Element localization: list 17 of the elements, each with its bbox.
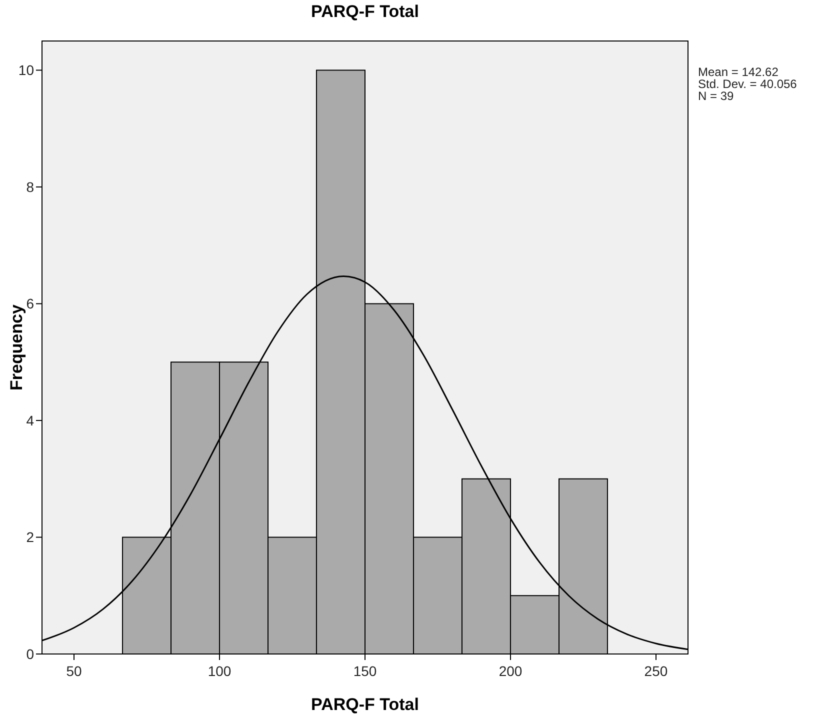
text: N = 39 (698, 89, 734, 103)
y-tick-label: 10 (18, 62, 34, 78)
y-tick-label: 8 (26, 178, 34, 195)
chart-title: PARQ-F Total (311, 2, 419, 21)
x-tick-label: 250 (644, 663, 668, 679)
y-tick-label: 0 (26, 646, 34, 662)
y-axis-title: Frequency (7, 304, 26, 390)
text: Mean = 142.62 (698, 65, 779, 79)
text: Std. Dev. = 40.056 (698, 77, 798, 91)
x-tick-label: 200 (498, 663, 522, 679)
y-tick-label: 4 (26, 412, 34, 428)
x-tick-label: 100 (208, 663, 232, 679)
x-tick-label: 150 (353, 663, 377, 679)
y-tick-label: 6 (26, 296, 34, 312)
y-tick-label: 2 (26, 529, 34, 546)
x-tick-label: 50 (66, 663, 82, 679)
x-axis-title: PARQ-F Total (311, 695, 419, 714)
